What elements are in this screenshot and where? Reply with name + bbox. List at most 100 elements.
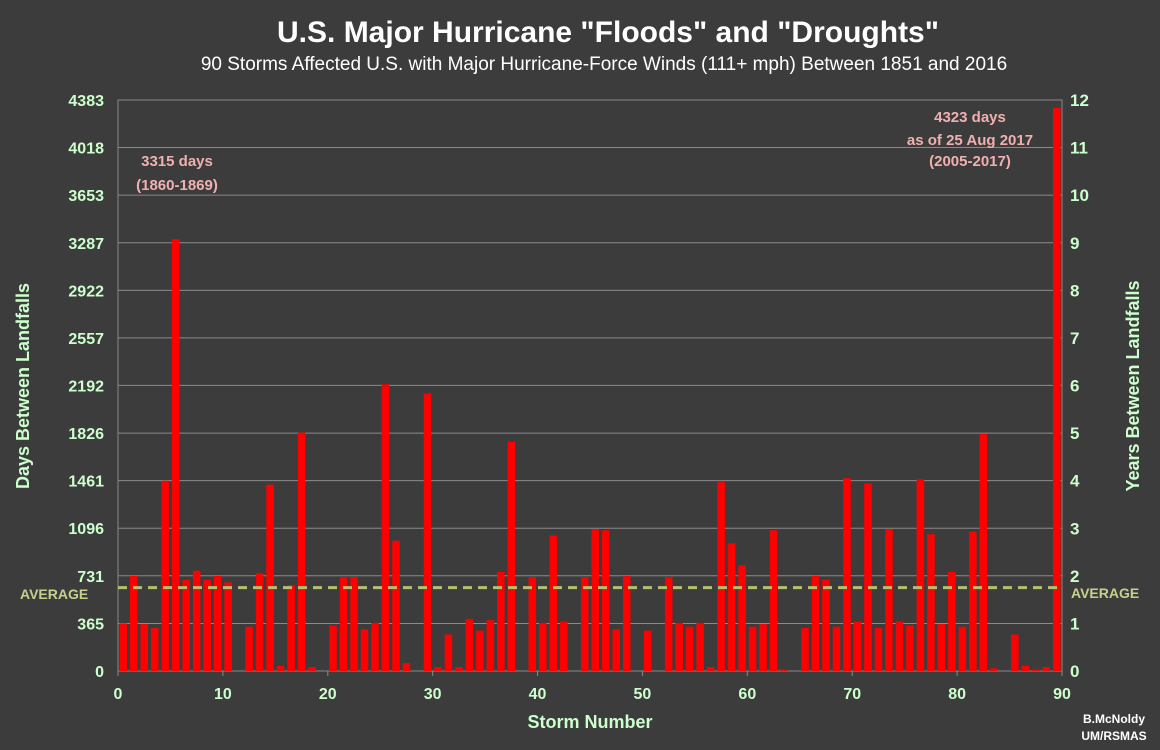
bar	[1021, 665, 1030, 671]
y-tick-right: 6	[1070, 377, 1079, 396]
bar	[1052, 107, 1061, 671]
bar	[360, 629, 369, 671]
bar	[727, 543, 736, 671]
bar	[476, 630, 484, 671]
bar	[990, 668, 998, 671]
y-tick-right: 8	[1070, 281, 1079, 300]
y-tick-left: 0	[95, 664, 104, 681]
bar	[580, 577, 589, 671]
bar	[906, 625, 914, 671]
y-axis-left-label: Days Between Landfalls	[13, 283, 33, 489]
bar	[696, 622, 704, 671]
y-tick-right: 7	[1070, 329, 1079, 348]
annotation-2005-years: (2005-2017)	[929, 153, 1011, 170]
bar	[969, 531, 977, 671]
x-tick: 90	[1053, 686, 1071, 703]
bar	[549, 535, 558, 671]
bar	[811, 575, 820, 671]
bar	[853, 621, 862, 671]
bar	[885, 528, 893, 671]
x-tick: 30	[424, 686, 442, 703]
bar	[423, 393, 432, 671]
x-axis-label: Storm Number	[527, 712, 652, 732]
y-axis-left-ticks: 0 365 731 1096 1461 1826 2192 2557 2922 3287 3653 4…	[68, 93, 104, 681]
bar	[245, 626, 253, 671]
bar	[528, 577, 537, 671]
bar	[927, 534, 935, 671]
bar	[560, 621, 568, 671]
bar	[507, 441, 516, 671]
bar	[255, 573, 264, 671]
y-tick-left: 4383	[68, 93, 104, 110]
bar	[203, 579, 211, 671]
bar	[213, 575, 222, 671]
bar	[1032, 669, 1040, 671]
bar	[958, 626, 967, 671]
bar	[486, 620, 495, 671]
y-tick-left: 1461	[68, 474, 104, 491]
x-tick: 20	[319, 686, 337, 703]
x-tick: 50	[634, 686, 652, 703]
bar	[129, 575, 138, 671]
y-tick-left: 2922	[68, 283, 104, 300]
y-tick-left: 3287	[68, 236, 104, 253]
bar	[916, 479, 925, 671]
x-tick: 10	[214, 686, 232, 703]
y-tick-right: 3	[1070, 519, 1079, 538]
x-axis-ticks: 0 10 20 30 40 50 60 70 80 90	[114, 671, 1071, 703]
bar	[434, 667, 442, 671]
grid-lines	[118, 99, 1062, 624]
y-tick-left: 1826	[68, 426, 104, 443]
bar	[465, 618, 474, 671]
bar	[706, 667, 715, 671]
credit-org: UM/RSMAS	[1081, 729, 1146, 743]
bar	[622, 575, 631, 671]
bar	[948, 571, 956, 671]
y-tick-right: 4	[1070, 472, 1080, 491]
annotation-1860s-years: (1860-1869)	[136, 177, 218, 194]
bar	[738, 565, 746, 671]
y-axis-right-label: Years Between Landfalls	[1123, 280, 1143, 491]
bar	[759, 624, 767, 671]
y-tick-right: 2	[1070, 567, 1079, 586]
bar	[339, 577, 348, 671]
bar	[192, 570, 201, 671]
annotation-2005-days: 4323 days	[934, 109, 1006, 126]
x-tick: 80	[948, 686, 966, 703]
bar	[1042, 667, 1051, 671]
bar	[297, 432, 306, 671]
bar	[685, 626, 694, 671]
y-tick-right: 9	[1070, 234, 1079, 253]
bar	[748, 626, 757, 671]
bar	[843, 478, 851, 671]
bar-series	[119, 107, 1061, 672]
bar	[497, 571, 505, 671]
bar	[979, 433, 988, 671]
bar	[276, 665, 285, 671]
bar	[717, 482, 725, 671]
y-tick-left: 2557	[68, 331, 104, 348]
credit-author: B.McNoldy	[1083, 712, 1145, 726]
bar	[350, 577, 358, 671]
bar	[591, 528, 600, 671]
bar	[601, 530, 610, 671]
bar	[612, 629, 620, 671]
y-tick-right: 1	[1070, 614, 1079, 633]
annotation-2005-asof: as of 25 Aug 2017	[907, 132, 1033, 149]
bar	[171, 239, 180, 672]
y-tick-left: 365	[77, 616, 104, 633]
bar	[392, 540, 400, 671]
bar	[371, 622, 379, 671]
bar	[874, 628, 883, 671]
bar	[801, 628, 809, 671]
annotation-1860s-days: 3315 days	[141, 153, 213, 170]
bar	[329, 625, 337, 671]
bar	[895, 621, 904, 671]
y-tick-right: 0	[1070, 662, 1079, 681]
x-tick: 70	[843, 686, 861, 703]
y-tick-right: 11	[1070, 139, 1088, 158]
bar	[119, 623, 128, 671]
bar	[664, 577, 673, 671]
bar	[381, 384, 390, 671]
bar	[822, 579, 830, 671]
